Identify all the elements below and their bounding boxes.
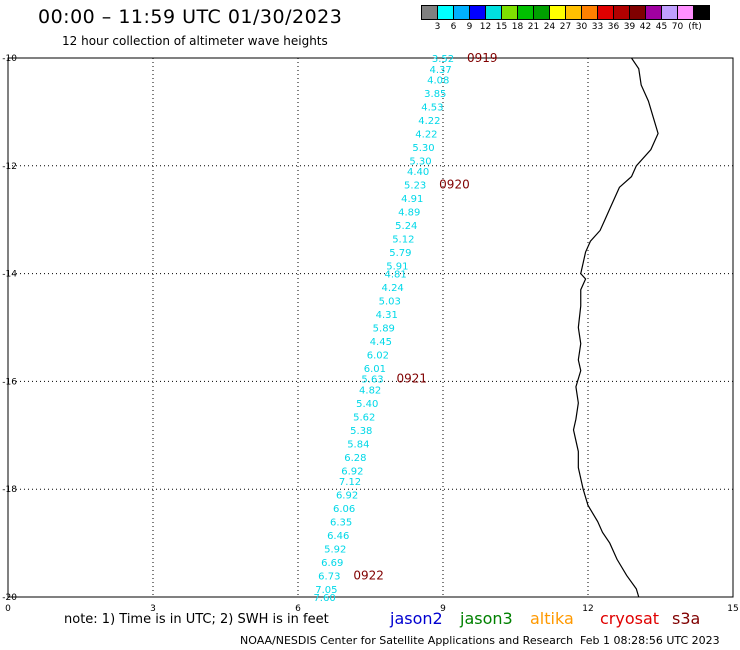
wave-height-label: 4.82 — [359, 385, 381, 396]
satellite-cryosat: cryosat — [600, 609, 660, 628]
y-tick-label: -16 — [2, 377, 17, 387]
wave-height-label: 4.40 — [407, 167, 429, 178]
color-scale-label: 36 — [607, 22, 620, 32]
wave-height-label: 6.73 — [318, 571, 340, 582]
footer-date: Feb 1 08:28:56 UTC 2023 — [580, 634, 720, 647]
wave-height-label: 5.30 — [412, 143, 434, 154]
wave-height-label: 5.62 — [353, 412, 375, 423]
wave-height-label: 4.91 — [401, 194, 423, 205]
time-label: 0921 — [397, 372, 428, 386]
color-scale-label: 15 — [495, 22, 508, 32]
wave-height-label: 5.40 — [356, 399, 378, 410]
satellite-jason2: jason2 — [390, 609, 443, 628]
wave-height-label: 6.69 — [321, 558, 343, 569]
color-scale-label: 24 — [543, 22, 556, 32]
wave-height-label: 6.28 — [344, 453, 366, 464]
wave-height-label: 3.52 — [432, 54, 454, 65]
wave-height-label: 6.92 — [336, 491, 358, 502]
color-scale-label: 30 — [575, 22, 588, 32]
y-tick-label: -18 — [2, 485, 17, 495]
time-label: 0919 — [467, 51, 498, 65]
wave-height-label: 6.92 — [341, 466, 363, 477]
wave-height-label: 4.22 — [415, 129, 437, 140]
wave-height-label: 7.60 — [313, 593, 335, 604]
wave-height-label: 5.79 — [389, 248, 411, 259]
wave-height-label: 6.02 — [367, 350, 389, 361]
time-label: 0922 — [353, 568, 384, 582]
color-scale-label: 45 — [655, 22, 668, 32]
color-scale-label: 18 — [511, 22, 524, 32]
y-tick-label: -10 — [2, 54, 17, 64]
wave-height-label: 6.46 — [327, 531, 349, 542]
color-scale-label: 33 — [591, 22, 604, 32]
wave-height-label: 4.08 — [427, 76, 449, 87]
color-scale-label: 39 — [623, 22, 636, 32]
x-tick-label: 0 — [5, 604, 11, 614]
wave-height-label: 3.85 — [424, 89, 446, 100]
wave-height-label: 5.92 — [324, 544, 346, 555]
x-tick-label: 9 — [440, 604, 446, 614]
wave-height-label: 4.31 — [376, 310, 398, 321]
wave-height-label: 7.05 — [315, 585, 337, 596]
color-cell-17 — [693, 5, 710, 20]
coastline-path — [572, 57, 659, 598]
axis-ticks: 0 3 6 9 12 15 -10 -12 -14 -16 -18 -20 — [2, 54, 738, 614]
wave-height-label: 4.24 — [382, 283, 404, 294]
footer-credit: NOAA/NESDIS Center for Satellite Applica… — [240, 634, 574, 647]
wave-height-label: 4.53 — [421, 103, 443, 114]
color-scale-label: 27 — [559, 22, 572, 32]
wave-height-label: 5.30 — [409, 156, 431, 167]
y-tick-label: -20 — [2, 593, 17, 603]
wave-height-label: 6.06 — [333, 504, 355, 515]
coastline — [572, 57, 659, 598]
wave-height-label: 4.37 — [429, 65, 451, 76]
satellite-altika: altika — [530, 609, 574, 628]
map-frame — [7, 57, 734, 598]
wave-height-label: 5.24 — [395, 221, 417, 232]
wave-height-label: 5.23 — [404, 181, 426, 192]
wave-height-label: 5.38 — [350, 426, 372, 437]
satellite-track: 3.524.374.083.854.534.224.225.305.304.40… — [313, 51, 497, 604]
color-scale-label: 21 — [527, 22, 540, 32]
wave-height-label: 7.12 — [339, 477, 361, 488]
wave-height-label: 5.89 — [373, 324, 395, 335]
x-tick-label: 15 — [727, 604, 738, 614]
wave-height-label: 4.89 — [398, 208, 420, 219]
wave-height-label: 5.63 — [361, 375, 383, 386]
color-scale-bar — [421, 5, 710, 20]
color-scale-label: 42 — [639, 22, 652, 32]
wave-height-label: 6.35 — [330, 518, 352, 529]
color-scale-label: 6 — [450, 22, 457, 32]
y-tick-label: -12 — [2, 162, 17, 172]
wave-height-label: 5.12 — [392, 235, 414, 246]
satellite-jason3: jason3 — [460, 609, 513, 628]
wave-height-label: 4.81 — [385, 270, 407, 281]
color-scale-label: 3 — [434, 22, 441, 32]
color-scale-label: 70 — [671, 22, 684, 32]
wave-height-label: 4.45 — [370, 337, 392, 348]
wave-height-label: 5.84 — [347, 439, 369, 450]
wave-height-label: 5.91 — [386, 262, 408, 273]
y-tick-label: -14 — [2, 270, 17, 280]
units-note: note: 1) Time is in UTC; 2) SWH is in fe… — [64, 612, 329, 627]
satellite-s3a: s3a — [672, 609, 701, 628]
color-scale-label: 12 — [479, 22, 492, 32]
map-grid — [7, 57, 734, 598]
wave-height-label: 5.03 — [379, 297, 401, 308]
color-scale-label: 9 — [466, 22, 473, 32]
page-title: 00:00 – 11:59 UTC 01/30/2023 — [38, 6, 343, 28]
x-tick-label: 6 — [295, 604, 301, 614]
x-tick-label: 12 — [582, 604, 593, 614]
page-subtitle: 12 hour collection of altimeter wave hei… — [62, 34, 328, 48]
time-label: 0920 — [439, 178, 470, 192]
color-scale-unit: (ft) — [688, 22, 702, 32]
wave-height-label: 6.01 — [364, 364, 386, 375]
x-tick-label: 3 — [150, 604, 156, 614]
wave-height-label: 4.22 — [418, 116, 440, 127]
